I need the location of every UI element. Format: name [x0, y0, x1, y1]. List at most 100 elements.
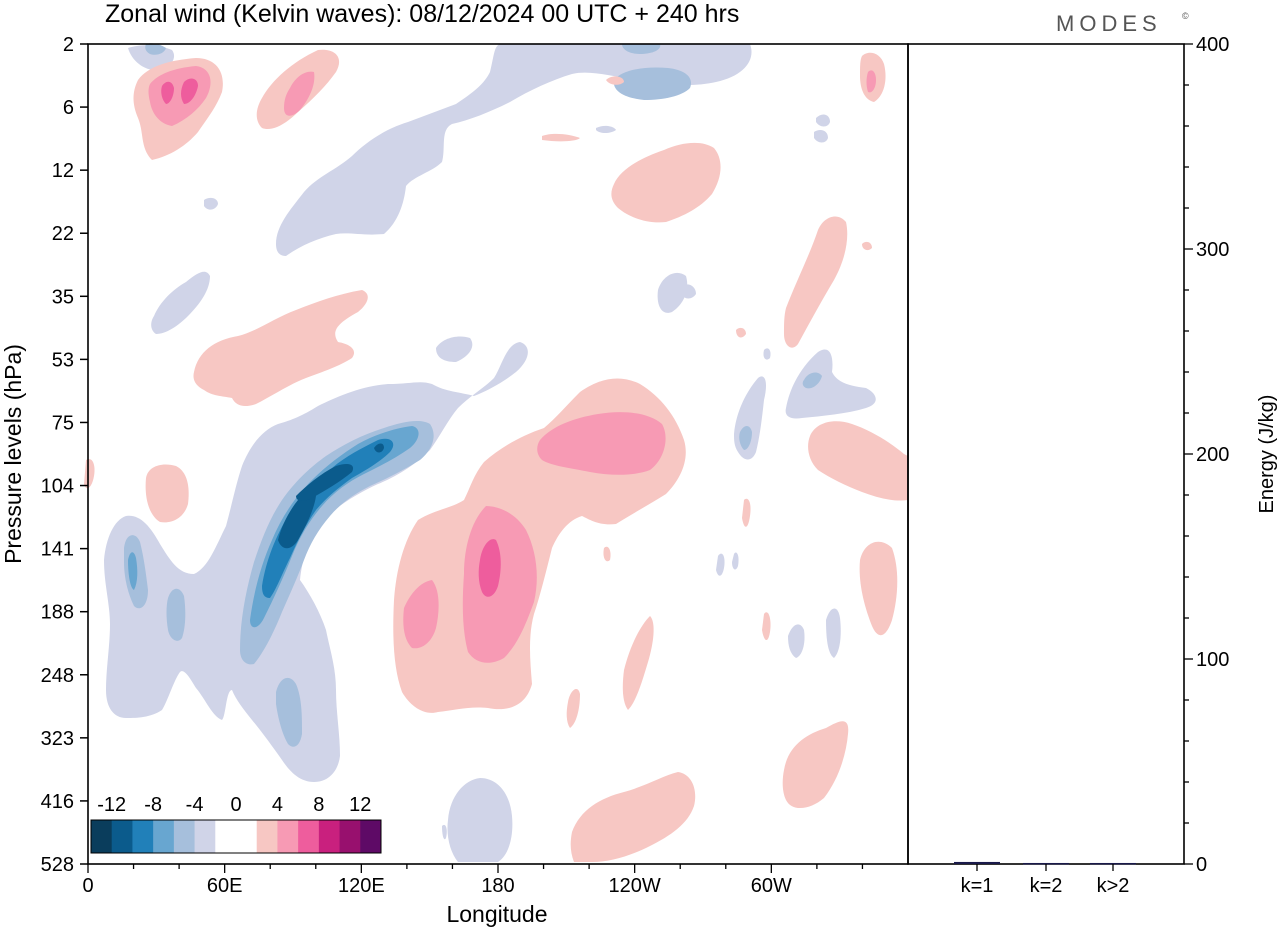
x-axis: 0 60E 120E 180 120W 60W — [82, 864, 864, 897]
contour-positive-weak — [145, 464, 189, 523]
colorbar-label: -12 — [97, 794, 126, 816]
y-tick-label: 22 — [52, 223, 74, 245]
contour-positive-weak — [784, 216, 848, 348]
contour-positive-weak — [742, 498, 751, 527]
colorbar-frame — [90, 819, 382, 854]
x-tick-label: 0 — [82, 875, 93, 897]
y-axis-label: Pressure levels (hPa) — [0, 344, 26, 564]
contour-field — [84, 43, 908, 862]
contour-negative-weak — [442, 824, 447, 840]
colorbar-swatch — [173, 820, 196, 853]
energy-bar — [954, 861, 1000, 864]
colorbar-swatch — [132, 820, 154, 853]
contour-positive-weak — [193, 290, 368, 406]
contour-negative-weak — [788, 624, 805, 658]
energy-bar — [1090, 862, 1136, 865]
contour-negative-weak — [276, 44, 752, 256]
contour-negative-weak — [151, 271, 210, 334]
contour-positive-weak — [736, 327, 746, 338]
contour-negative-weak — [596, 125, 616, 133]
contour-negative-moderate — [739, 426, 752, 450]
contour-negative-weak — [816, 114, 830, 127]
x-axis-label: Longitude — [446, 901, 547, 927]
y-tick-label: 53 — [52, 349, 74, 371]
contour-negative-moderate — [145, 43, 166, 55]
colorbar-swatch — [91, 820, 113, 853]
energy-tick-label: 200 — [1196, 444, 1229, 466]
colorbar-label: 4 — [272, 794, 283, 816]
contour-positive-weak — [611, 142, 721, 223]
contour-negative-weak — [447, 778, 513, 862]
contour-positive-weak — [622, 616, 654, 710]
x-tick-label: 120E — [338, 875, 385, 897]
energy-panel-frame — [907, 43, 1185, 865]
colorbar-swatch — [215, 820, 237, 853]
y-tick-label: 104 — [41, 476, 74, 498]
y-tick-label: 528 — [41, 854, 74, 876]
contour-negative-moderate — [802, 372, 822, 389]
brand-mark: © — [1182, 11, 1189, 21]
colorbar-label: -4 — [186, 794, 204, 816]
colorbar-label: 12 — [349, 794, 371, 816]
energy-tick-label: 0 — [1196, 854, 1207, 876]
contour-negative-moderate — [613, 67, 692, 100]
colorbar: -12 -8 -4 0 4 8 12 — [90, 794, 382, 854]
contour-negative-weak — [814, 130, 828, 143]
y-tick-label: 248 — [41, 665, 74, 687]
energy-category-label: k=2 — [1030, 875, 1063, 897]
contour-negative-weak — [734, 376, 766, 460]
y-tick-label: 12 — [52, 160, 74, 182]
x-tick-label: 120W — [609, 875, 661, 897]
energy-axis: 0 100 200 300 400 — [1184, 34, 1229, 876]
contour-negative-weak — [204, 197, 218, 210]
colorbar-swatch — [153, 820, 175, 853]
y-tick-label: 323 — [41, 728, 74, 750]
contour-positive-weak — [862, 241, 872, 251]
contour-positive-weak — [84, 458, 95, 489]
colorbar-swatch — [256, 820, 278, 853]
y-tick-label: 2 — [63, 34, 74, 56]
energy-bar — [1023, 862, 1069, 865]
colorbar-swatch — [339, 820, 361, 853]
y-tick-label: 416 — [41, 791, 74, 813]
colorbar-swatch — [194, 820, 216, 853]
energy-category-label: k=1 — [961, 875, 994, 897]
x-tick-label: 60W — [751, 875, 792, 897]
energy-tick-label: 100 — [1196, 649, 1229, 671]
x-tick-label: 60E — [207, 875, 243, 897]
energy-tick-label: 400 — [1196, 34, 1229, 56]
contour-negative-strong — [128, 552, 138, 590]
y-axis: 2 6 12 22 35 53 75 104 141 188 248 323 416 528 — [41, 34, 88, 876]
y-tick-label: 75 — [52, 412, 74, 434]
colorbar-swatch — [277, 820, 299, 853]
contour-negative-extreme — [278, 491, 316, 549]
colorbar-label: 8 — [313, 794, 324, 816]
contour-negative-weak — [682, 284, 696, 299]
contour-negative-weak — [763, 348, 771, 360]
energy-bars: k=1 k=2 k>2 — [954, 861, 1136, 897]
contour-negative-weak — [785, 349, 876, 419]
contour-negative-weak — [436, 336, 473, 362]
y-tick-label: 141 — [41, 539, 74, 561]
colorbar-label: 0 — [230, 794, 241, 816]
contour-positive-weak — [542, 133, 580, 142]
contour-positive-strong — [478, 539, 501, 597]
contour-positive-weak — [603, 546, 611, 562]
contour-positive-moderate — [866, 70, 876, 93]
contour-negative-weak — [657, 272, 688, 313]
contour-negative-weak — [716, 553, 725, 576]
colorbar-swatch — [111, 820, 133, 853]
contour-positive-moderate — [284, 71, 315, 116]
contour-negative-weak — [826, 608, 841, 658]
contour-positive-strong — [161, 81, 174, 104]
contour-negative-extreme — [374, 443, 384, 453]
contour-negative-moderate — [276, 677, 302, 747]
contour-positive-weak — [859, 541, 898, 636]
y-tick-label: 6 — [63, 97, 74, 119]
contour-negative-extreme — [296, 464, 354, 501]
contour-positive-moderate — [462, 506, 537, 663]
contour-positive-weak — [570, 772, 696, 862]
colorbar-swatch — [236, 820, 258, 853]
contour-positive-weak — [566, 688, 580, 728]
